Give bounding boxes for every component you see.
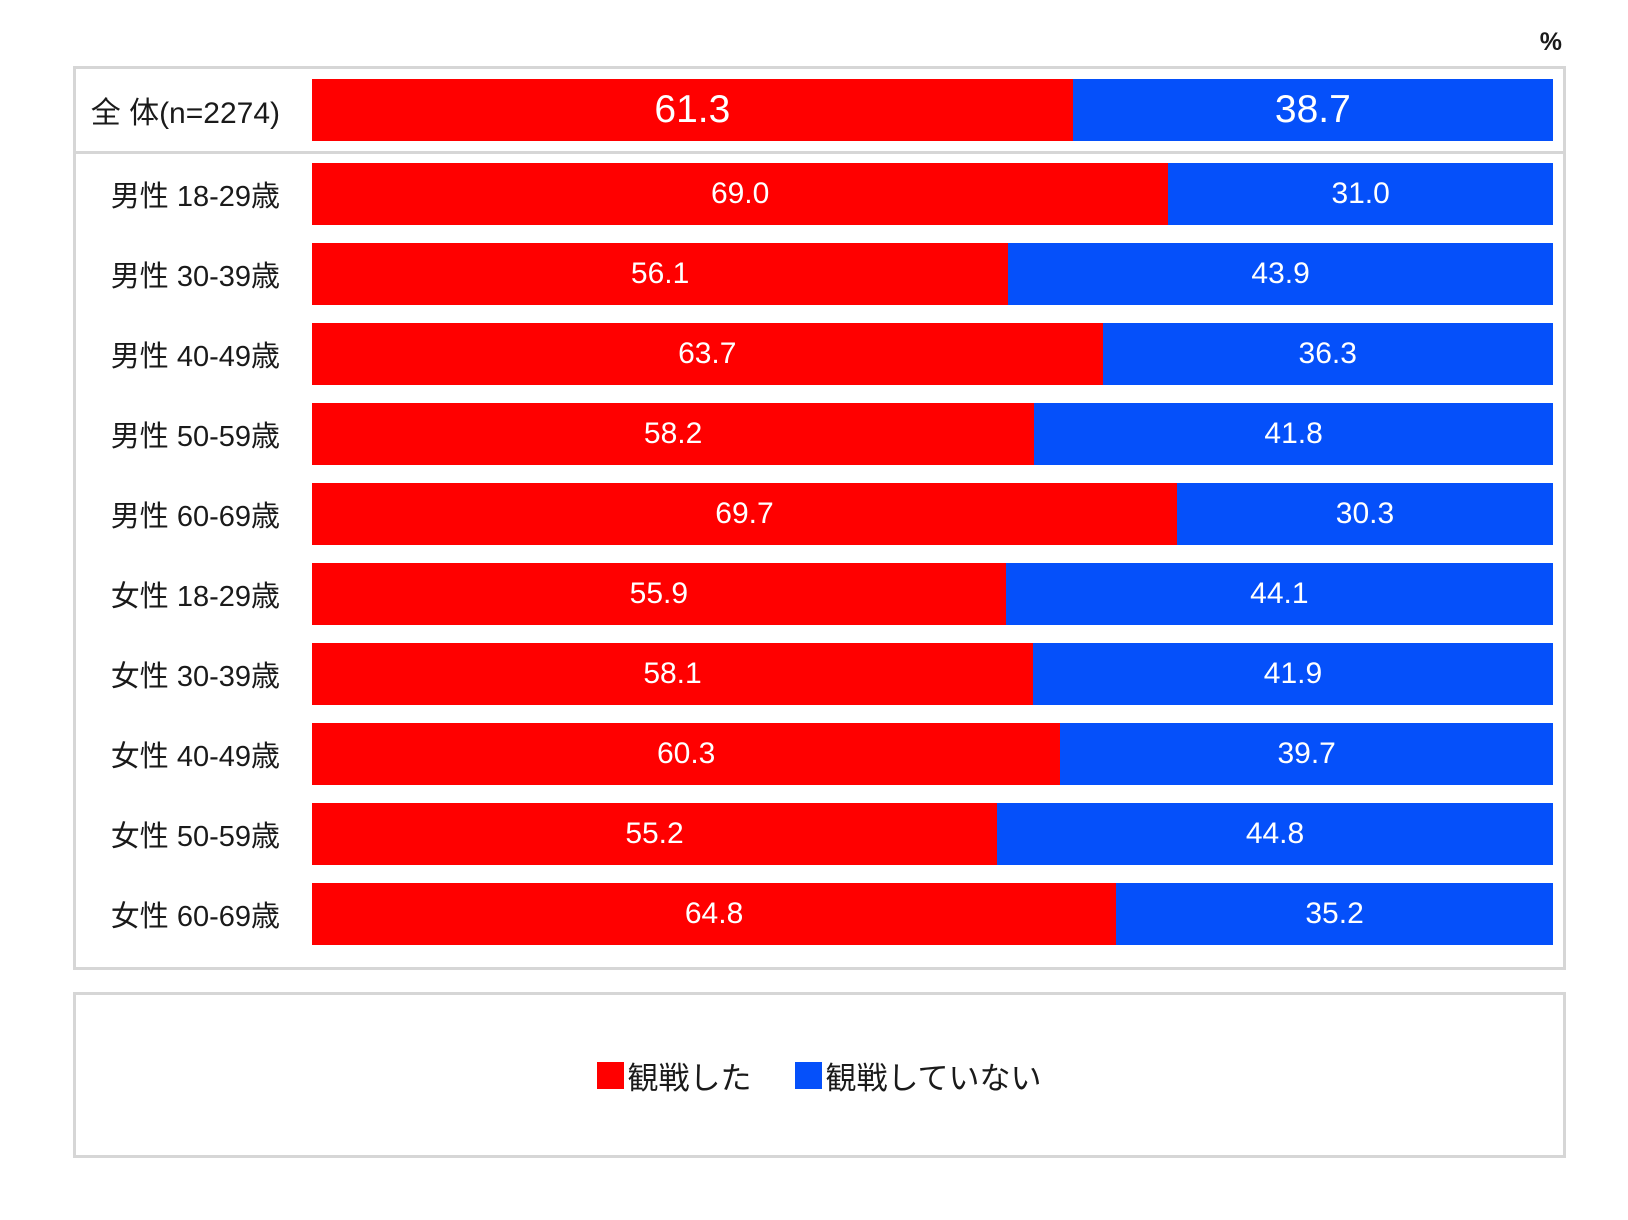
bar-segment-not-watched: 41.9	[1033, 643, 1553, 705]
bar-segment-watched: 55.2	[312, 803, 998, 865]
bar-segment-not-watched: 31.0	[1168, 163, 1553, 225]
bar-value-not-watched: 44.8	[1245, 817, 1305, 850]
legend-label-not-watched: 観戦していない	[825, 1060, 1042, 1096]
bar-value-watched: 69.7	[715, 497, 774, 530]
bar-segment-watched: 64.8	[312, 883, 1117, 945]
bar-segment-watched: 58.1	[312, 643, 1034, 705]
category-label: 女性 30-39歳	[110, 661, 280, 693]
bar-segment-not-watched: 38.7	[1072, 79, 1553, 141]
bar-value-not-watched: 35.2	[1305, 897, 1364, 930]
chart-row: 男性 40-49歳 63.7 36.3	[76, 314, 1563, 394]
stacked-bar: 55.9 44.1	[312, 563, 1553, 625]
bar-value-watched: 64.8	[684, 897, 744, 930]
legend-label-watched: 観戦した	[627, 1060, 752, 1096]
category-label: 男性 18-29歳	[110, 181, 280, 213]
bar-value-watched: 58.2	[643, 417, 703, 450]
stacked-bar: 58.1 41.9	[312, 643, 1553, 705]
bar-value-not-watched: 38.7	[1274, 88, 1351, 131]
bar-value-watched: 58.1	[643, 657, 702, 690]
category-label: 男性 30-39歳	[110, 261, 280, 293]
legend-swatch-watched-icon	[597, 1061, 625, 1089]
category-label: 全 体(n=2274)	[90, 97, 280, 130]
bar-segment-watched: 63.7	[312, 323, 1103, 385]
category-label: 男性 60-69歳	[110, 501, 280, 533]
category-label: 女性 40-49歳	[110, 741, 280, 773]
bar-value-not-watched: 41.8	[1264, 417, 1323, 450]
bar-value-not-watched: 44.1	[1250, 577, 1309, 610]
bar-value-watched: 60.3	[656, 737, 716, 770]
bar-value-not-watched: 31.0	[1331, 177, 1390, 210]
chart-row: 女性 60-69歳 64.8 35.2	[76, 874, 1563, 954]
bar-segment-watched: 61.3	[312, 79, 1073, 141]
bar-segment-not-watched: 44.1	[1005, 563, 1553, 625]
bar-segment-not-watched: 43.9	[1008, 243, 1553, 305]
bar-segment-not-watched: 36.3	[1102, 323, 1553, 385]
legend-swatch-not-watched-icon	[795, 1061, 823, 1089]
bar-segment-watched: 55.9	[312, 563, 1006, 625]
stacked-bar: 61.3 38.7	[312, 79, 1553, 141]
total-row-divider	[76, 151, 1563, 154]
bar-value-watched: 63.7	[678, 337, 737, 370]
category-label: 女性 60-69歳	[110, 901, 280, 933]
legend-item-not-watched: 観戦していない	[795, 1053, 1042, 1098]
stacked-bar: 56.1 43.9	[312, 243, 1553, 305]
bar-value-watched: 69.0	[710, 177, 770, 210]
bar-segment-not-watched: 41.8	[1034, 403, 1553, 465]
bar-segment-watched: 69.7	[312, 483, 1177, 545]
chart-row: 男性 60-69歳 69.7 30.3	[76, 474, 1563, 554]
legend: 観戦した 観戦していない	[73, 992, 1566, 1158]
stacked-bar: 60.3 39.7	[312, 723, 1553, 785]
stacked-bar: 64.8 35.2	[312, 883, 1553, 945]
category-label: 女性 50-59歳	[110, 821, 280, 853]
chart-row: 男性 18-29歳 69.0 31.0	[76, 154, 1563, 234]
chart-row: 女性 50-59歳 55.2 44.8	[76, 794, 1563, 874]
category-label: 男性 50-59歳	[110, 421, 280, 453]
bar-segment-watched: 58.2	[312, 403, 1035, 465]
chart-rows: 全 体(n=2274) 61.3 38.7 男性 18-29歳 69.0 31.0 男性 3…	[76, 69, 1563, 954]
legend-item-watched: 観戦した	[597, 1053, 751, 1098]
bar-segment-not-watched: 35.2	[1116, 883, 1553, 945]
bar-value-not-watched: 36.3	[1298, 337, 1357, 370]
bar-value-not-watched: 30.3	[1335, 497, 1395, 530]
chart-row: 女性 30-39歳 58.1 41.9	[76, 634, 1563, 714]
bar-value-not-watched: 41.9	[1263, 657, 1323, 690]
bar-value-watched: 56.1	[630, 257, 690, 290]
bar-segment-watched: 56.1	[312, 243, 1009, 305]
bar-value-not-watched: 43.9	[1251, 257, 1310, 290]
category-label: 女性 18-29歳	[110, 581, 280, 613]
chart-row: 男性 50-59歳 58.2 41.8	[76, 394, 1563, 474]
unit-label: %	[1539, 28, 1562, 56]
stacked-bar: 63.7 36.3	[312, 323, 1553, 385]
stacked-bar: 55.2 44.8	[312, 803, 1553, 865]
bar-value-watched: 55.2	[625, 817, 684, 850]
bar-segment-not-watched: 44.8	[997, 803, 1553, 865]
chart-row: 男性 30-39歳 56.1 43.9	[76, 234, 1563, 314]
chart-row: 女性 40-49歳 60.3 39.7	[76, 714, 1563, 794]
stacked-bar: 69.0 31.0	[312, 163, 1553, 225]
stacked-bar: 58.2 41.8	[312, 403, 1553, 465]
chart-area: 全 体(n=2274) 61.3 38.7 男性 18-29歳 69.0 31.0 男性 3…	[73, 66, 1566, 970]
chart-row: 全 体(n=2274) 61.3 38.7	[76, 69, 1563, 151]
bar-value-watched: 61.3	[654, 88, 731, 131]
chart-row: 女性 18-29歳 55.9 44.1	[76, 554, 1563, 634]
stacked-bar: 69.7 30.3	[312, 483, 1553, 545]
bar-segment-not-watched: 39.7	[1060, 723, 1553, 785]
bar-value-watched: 55.9	[629, 577, 689, 610]
category-label: 男性 40-49歳	[110, 341, 280, 373]
bar-value-not-watched: 39.7	[1277, 737, 1336, 770]
bar-segment-watched: 60.3	[312, 723, 1061, 785]
bar-segment-watched: 69.0	[312, 163, 1169, 225]
bar-segment-not-watched: 30.3	[1176, 483, 1553, 545]
